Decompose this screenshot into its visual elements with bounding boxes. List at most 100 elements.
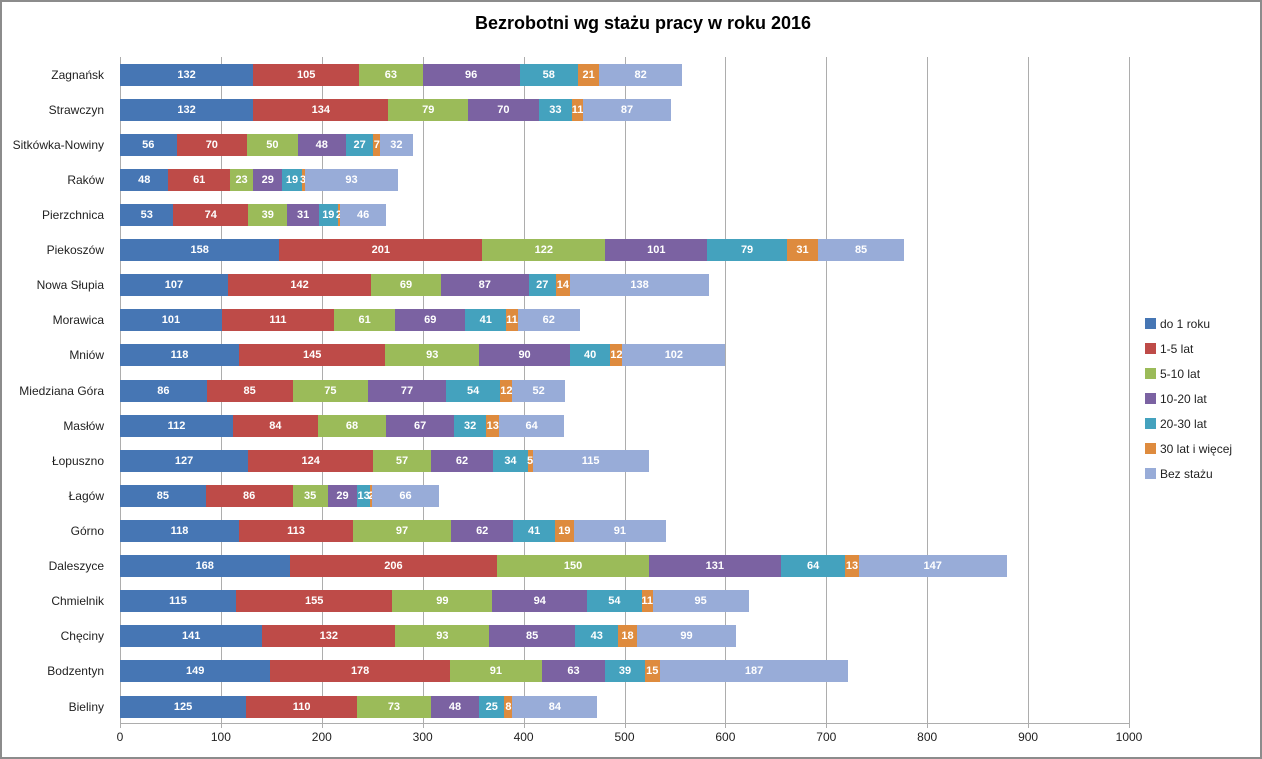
data-label: 131	[705, 560, 724, 573]
data-label: 69	[399, 279, 413, 292]
data-label: 63	[567, 665, 580, 678]
bar-segment: 46	[339, 203, 387, 226]
data-label: 122	[534, 244, 553, 257]
data-label: 85	[854, 244, 868, 257]
stacked-bar: 118 113 97 62 41 19 91	[120, 519, 1129, 542]
x-axis-tick-label: 500	[614, 730, 635, 744]
data-label: 85	[243, 384, 256, 397]
y-axis-labels: Zagnańsk Strawczyn Sitkówka-Nowiny Raków Pie…	[2, 57, 112, 724]
data-label: 12	[500, 384, 513, 397]
stacked-bar: 107 142 69 87 27 14 138	[120, 274, 1129, 297]
plot-area: 132 105 63 96 58 21 82 132 134 79 70 33 11 87 56 70 50 48…	[120, 57, 1130, 728]
bar-segment: 64	[499, 414, 564, 437]
legend-label: 10-20 lat	[1160, 391, 1207, 406]
bar-segment: 118	[120, 519, 240, 542]
data-label: 101	[161, 314, 181, 327]
data-label: 84	[548, 700, 561, 713]
bar-segment: 79	[707, 239, 787, 262]
x-axis-tick-label: 700	[816, 730, 837, 744]
y-axis-category-label: Morawica	[52, 313, 104, 328]
data-label: 27	[353, 138, 366, 151]
bar-segment: 57	[373, 449, 431, 472]
data-label: 14	[556, 279, 570, 292]
data-label: 134	[311, 103, 330, 116]
stacked-bar: 115 155 99 94 54 11 95	[120, 590, 1129, 613]
data-label: 115	[581, 454, 600, 467]
legend-item: do 1 roku	[1145, 311, 1232, 336]
y-axis-category-label: Bieliny	[68, 699, 104, 714]
bar-segment: 138	[569, 274, 710, 297]
legend: do 1 roku 1-5 lat 5-10 lat 10-20 lat 20-30 l…	[1145, 311, 1232, 486]
bar-segment: 62	[517, 309, 581, 332]
y-axis-category-label: Daleszyce	[48, 559, 104, 574]
data-label: 58	[542, 68, 555, 81]
bar-segment: 12	[500, 379, 513, 402]
data-label: 99	[436, 595, 449, 608]
bar-segment: 27	[345, 133, 374, 156]
bar-row: 149 178 91 63 39 15 187	[120, 654, 1129, 689]
bar-segment: 87	[583, 98, 671, 121]
bar-segment: 33	[538, 98, 573, 121]
bar-segment: 27	[528, 274, 556, 297]
data-label: 201	[371, 244, 390, 257]
data-label: 86	[157, 384, 170, 397]
bar-segment: 73	[357, 695, 431, 718]
bar-segment: 147	[858, 555, 1007, 578]
data-label: 48	[448, 700, 462, 713]
legend-item: 5-10 lat	[1145, 361, 1232, 386]
y-axis-category-label: Nowa Słupia	[36, 278, 104, 293]
bar-row: 112 84 68 67 32 13 64	[120, 408, 1129, 443]
bar-segment: 34	[493, 449, 528, 472]
data-label: 77	[400, 384, 414, 397]
gridline	[1129, 57, 1130, 724]
data-label: 19	[558, 524, 571, 537]
data-label: 118	[170, 349, 189, 362]
bar-segment: 93	[304, 168, 399, 191]
data-label: 46	[356, 208, 370, 221]
bar-segment: 206	[289, 555, 498, 578]
data-label: 68	[345, 419, 359, 432]
data-label: 113	[287, 524, 305, 537]
data-label: 48	[315, 138, 328, 151]
data-label: 149	[185, 665, 205, 678]
data-label: 158	[190, 244, 209, 257]
x-axis-tick	[1028, 724, 1030, 728]
legend-swatch-icon	[1145, 343, 1156, 354]
gridline	[1028, 57, 1030, 724]
gridline	[927, 57, 929, 724]
data-label: 84	[269, 419, 282, 432]
data-label: 11	[571, 103, 584, 116]
y-axis-category-label: Łopuszno	[51, 453, 104, 468]
bar-segment: 118	[120, 344, 240, 367]
bar-segment: 125	[120, 695, 247, 718]
bar-segment: 3	[300, 168, 306, 191]
bar-row: 85 86 35 29 13 2 66	[120, 478, 1129, 513]
data-label: 39	[618, 665, 632, 678]
data-label: 56	[142, 138, 155, 151]
data-label: 155	[305, 595, 324, 608]
data-label: 63	[384, 68, 398, 81]
data-label: 91	[613, 524, 627, 537]
bar-segment: 115	[532, 449, 649, 472]
gridline	[725, 57, 727, 724]
legend-item: Bez stażu	[1145, 461, 1232, 486]
y-axis-category-label: Miedziana Góra	[19, 383, 104, 398]
data-label: 66	[399, 489, 412, 502]
bar-segment: 35	[292, 484, 328, 507]
stacked-bar: 85 86 35 29 13 2 66	[120, 484, 1129, 507]
bar-segment: 61	[168, 168, 230, 191]
data-label: 64	[807, 560, 820, 573]
data-label: 74	[204, 208, 217, 221]
bar-segment: 85	[120, 484, 206, 507]
bar-segment: 31	[287, 203, 319, 226]
y-axis-category-label: Łagów	[68, 488, 104, 503]
bar-row: 168 206 150 131 64 13 147	[120, 549, 1129, 584]
legend-label: Bez stażu	[1160, 466, 1213, 481]
legend-label: 30 lat i więcej	[1160, 441, 1233, 456]
bar-segment: 62	[430, 449, 494, 472]
bar-row: 48 61 23 29 19 3 93	[120, 162, 1129, 197]
x-axis-tick-label: 0	[116, 730, 124, 744]
bar-segment: 105	[253, 63, 360, 86]
data-label: 27	[536, 279, 549, 292]
data-label: 67	[414, 419, 427, 432]
